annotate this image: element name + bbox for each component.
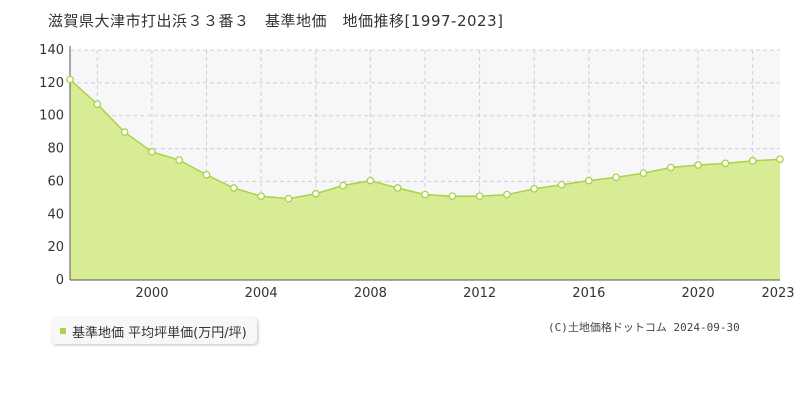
data-point bbox=[448, 192, 457, 201]
data-point bbox=[748, 157, 757, 165]
x-tick-label: 2023 bbox=[761, 286, 794, 301]
data-point bbox=[148, 148, 156, 156]
data-point bbox=[229, 184, 238, 192]
data-point bbox=[366, 176, 375, 185]
data-point bbox=[694, 161, 702, 169]
data-point bbox=[120, 128, 129, 136]
data-point bbox=[584, 176, 593, 185]
data-point bbox=[175, 156, 184, 164]
data-point bbox=[257, 192, 266, 201]
data-point bbox=[393, 184, 402, 192]
data-point bbox=[202, 171, 211, 179]
legend-label: 基準地価 平均坪単価(万円/坪) bbox=[72, 325, 247, 341]
data-point bbox=[639, 169, 648, 178]
y-tick-label: 140 bbox=[39, 43, 64, 58]
y-tick-label: 100 bbox=[39, 109, 64, 124]
area-fill bbox=[70, 79, 780, 280]
y-tick-label: 20 bbox=[47, 240, 64, 255]
y-tick-label: 60 bbox=[47, 174, 64, 189]
y-tick-label: 0 bbox=[56, 273, 64, 288]
data-point bbox=[557, 180, 566, 189]
data-point bbox=[503, 190, 511, 199]
y-tick-label: 40 bbox=[47, 207, 64, 222]
x-tick-label: 2020 bbox=[682, 286, 715, 301]
x-tick-label: 2012 bbox=[463, 286, 496, 301]
data-point bbox=[93, 100, 102, 109]
data-point bbox=[311, 189, 320, 198]
data-point bbox=[66, 75, 74, 84]
y-tick-label: 80 bbox=[47, 142, 64, 157]
data-point bbox=[666, 163, 675, 172]
data-point bbox=[421, 190, 429, 199]
legend-swatch bbox=[60, 328, 66, 334]
data-point bbox=[612, 173, 621, 182]
data-point bbox=[339, 181, 347, 190]
data-point bbox=[284, 194, 293, 203]
x-tick-label: 2016 bbox=[572, 286, 605, 301]
data-point bbox=[475, 192, 484, 201]
y-tick-label: 120 bbox=[39, 76, 64, 91]
data-point bbox=[530, 184, 539, 193]
x-tick-label: 2008 bbox=[354, 286, 387, 301]
x-tick-label: 2004 bbox=[245, 286, 278, 301]
credit-text: (C)土地価格ドットコム 2024-09-30 bbox=[548, 321, 740, 334]
data-point bbox=[721, 159, 730, 168]
chart-title: 滋賀県大津市打出浜３３番３ 基準地価 地価推移[1997-2023] bbox=[48, 12, 504, 30]
data-point bbox=[776, 155, 784, 164]
x-tick-label: 2000 bbox=[135, 286, 168, 301]
legend: 基準地価 平均坪単価(万円/坪) bbox=[52, 318, 257, 344]
